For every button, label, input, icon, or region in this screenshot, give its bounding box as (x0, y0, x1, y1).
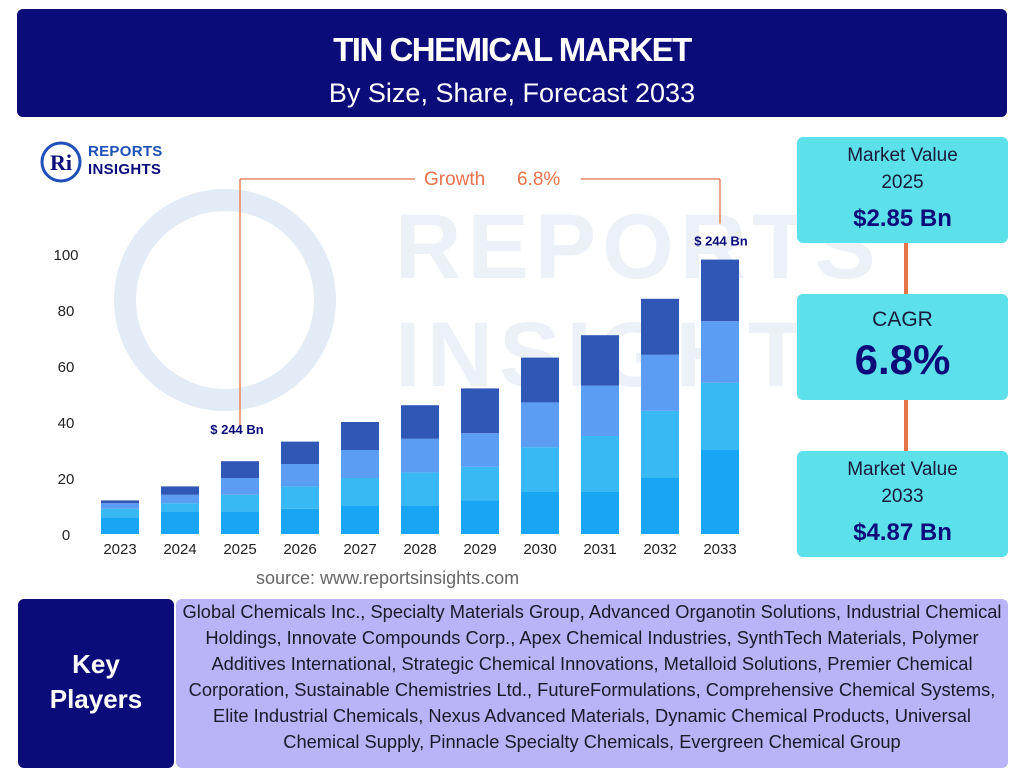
x-tick-label: 2032 (643, 541, 676, 558)
y-tick-label: 60 (58, 359, 75, 376)
bar-segment (221, 511, 259, 534)
x-tick-label: 2027 (343, 541, 376, 558)
growth-label: Growth (424, 169, 485, 190)
header-banner: TIN CHEMICAL MARKET By Size, Share, Fore… (17, 9, 1007, 117)
bar-segment (641, 298, 679, 355)
bar-segment (461, 466, 499, 501)
market-size-chart: 0 20 40 60 80 100 2023 2024 2025 2026 2027 2028 2029… (53, 169, 748, 558)
start-value-label: $ 244 Bn (210, 422, 264, 437)
bar-segment (521, 447, 559, 492)
card-connector (904, 243, 908, 294)
x-tick-label: 2031 (583, 541, 616, 558)
growth-value: 6.8% (517, 169, 560, 190)
x-tick-label: 2023 (103, 541, 136, 558)
bar-segment (101, 500, 139, 504)
source-note: source: www.reportsinsights.com (256, 568, 520, 588)
bar-segment (581, 335, 619, 386)
key-players-heading-box: Key Players (18, 599, 174, 768)
bar-segment (161, 494, 199, 504)
x-tick-label: 2024 (163, 541, 196, 558)
bar-segment (161, 503, 199, 512)
x-tick-label: 2028 (403, 541, 436, 558)
logo-mark-icon: Ri (40, 141, 82, 183)
bar-segment (401, 506, 439, 534)
bar-segment (221, 461, 259, 478)
bar-segment (401, 405, 439, 439)
y-tick-label: 0 (62, 527, 70, 544)
key-players-text: Global Chemicals Inc., Specialty Materia… (182, 601, 1002, 752)
market-value-2025-label: Market Value 2025 (847, 145, 958, 193)
x-tick-label: 2030 (523, 541, 556, 558)
brand-logo: Ri REPORTS INSIGHTS (40, 141, 180, 183)
bar-segment (101, 503, 139, 509)
bar-segment (161, 511, 199, 534)
bar-segment (521, 402, 559, 448)
x-tick-label: 2026 (283, 541, 316, 558)
bar-segment (281, 486, 319, 509)
market-value-2033-label: Market Value 2033 (847, 459, 958, 507)
key-players-list: Global Chemicals Inc., Specialty Materia… (176, 599, 1008, 768)
card-connector (904, 400, 908, 451)
bar-segment (221, 494, 259, 512)
bar-segment (581, 492, 619, 534)
bar-segment (641, 478, 679, 534)
cagr-card: CAGR 6.8% (797, 294, 1008, 400)
bar-segment (281, 441, 319, 464)
bar-segment (341, 450, 379, 478)
bar-segment (281, 464, 319, 487)
bar-segment (641, 354, 679, 411)
bar-segment (701, 450, 739, 534)
svg-text:Ri: Ri (50, 150, 72, 175)
x-tick-label: 2033 (703, 541, 736, 558)
logo-line-1: REPORTS (88, 143, 163, 160)
bar-segment (521, 492, 559, 534)
bar-segment (581, 385, 619, 436)
bar-segment (101, 517, 139, 534)
logo-line-2: INSIGHTS (88, 161, 162, 178)
bar-segment (581, 436, 619, 492)
x-tick-label: 2029 (463, 541, 496, 558)
cagr-label: CAGR (872, 308, 933, 331)
bar-segment (641, 410, 679, 478)
bar-segment (161, 486, 199, 495)
bar-segment (341, 422, 379, 450)
market-value-2033-value: $4.87 Bn (853, 519, 952, 546)
y-tick-label: 80 (58, 303, 75, 320)
bar-segment (521, 357, 559, 403)
market-value-2025-value: $2.85 Bn (853, 205, 952, 232)
end-value-label: $ 244 Bn (694, 234, 748, 249)
bar-segment (281, 508, 319, 534)
bar-segment (461, 388, 499, 434)
key-players-label: Key Players (49, 649, 143, 714)
bar-segment (461, 500, 499, 534)
bar-segment (401, 438, 439, 473)
page-subtitle: By Size, Share, Forecast 2033 (328, 78, 696, 108)
bar-segment (341, 478, 379, 506)
bar-segment (221, 478, 259, 495)
bar-segment (461, 433, 499, 467)
y-tick-label: 40 (58, 415, 75, 432)
y-tick-label: 100 (53, 247, 78, 264)
bar-segment (101, 508, 139, 518)
x-tick-label: 2025 (223, 541, 256, 558)
bar-segment (701, 382, 739, 450)
y-tick-label: 20 (58, 471, 75, 488)
cagr-value: 6.8% (854, 336, 951, 383)
page-title: TIN CHEMICAL MARKET (333, 31, 692, 68)
bar-segment (701, 259, 739, 322)
logo-wordmark: REPORTS INSIGHTS (88, 143, 163, 179)
bar-segment (401, 472, 439, 506)
bar-segment (701, 321, 739, 383)
bar-segment (341, 506, 379, 534)
market-value-2025-card: Market Value 2025 $2.85 Bn (797, 137, 1008, 243)
market-value-2033-card: Market Value 2033 $4.87 Bn (797, 451, 1008, 557)
